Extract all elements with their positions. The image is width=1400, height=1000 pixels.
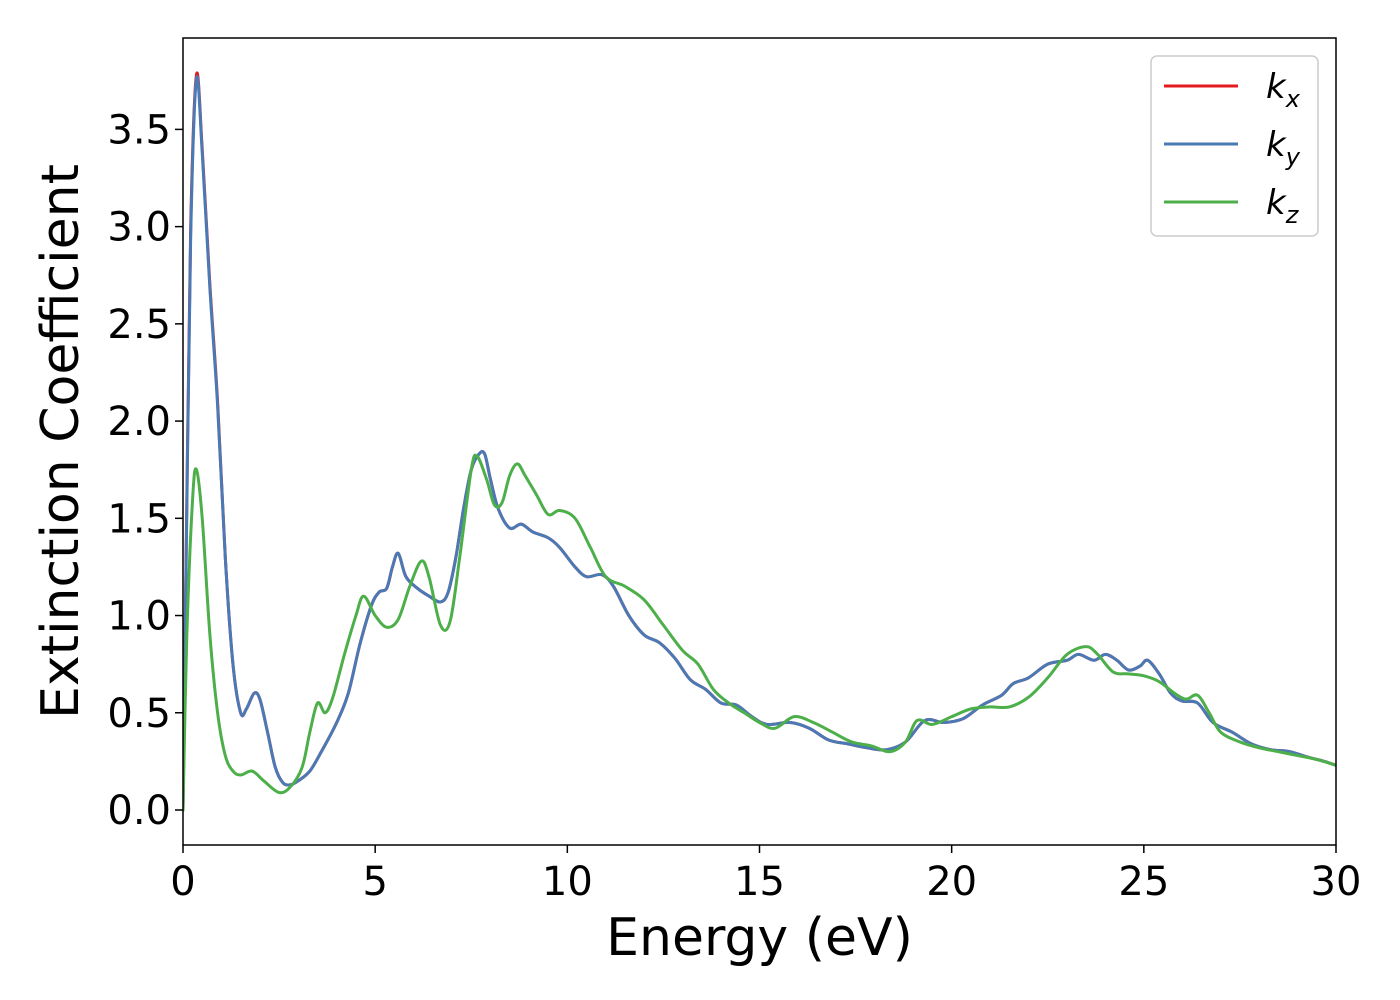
y-tick-label: 3.0 (107, 205, 171, 251)
y-tick-label: 0.0 (107, 788, 171, 834)
legend-label-z: kz (1266, 183, 1300, 229)
x-tick-label: 30 (1311, 859, 1362, 905)
y-tick-label: 1.0 (107, 594, 171, 640)
y-tick-label: 3.5 (107, 107, 171, 153)
y-tick-label: 2.5 (107, 302, 171, 348)
legend-label-x: kx (1266, 67, 1301, 113)
y-tick-label: 0.5 (107, 691, 171, 737)
y-tick-label: 2.0 (107, 399, 171, 445)
x-tick-label: 15 (734, 859, 785, 905)
x-tick-label: 20 (926, 859, 977, 905)
series-line-z (183, 453, 1336, 812)
legend: kx ky kz (1150, 55, 1319, 237)
x-tick-label: 5 (362, 859, 387, 905)
x-tick-label: 0 (170, 859, 195, 905)
legend-label-y: ky (1266, 125, 1301, 171)
legend-box (1150, 55, 1319, 237)
y-axis-label: Extinction Coefficient (31, 164, 91, 719)
series-line-y (183, 75, 1336, 812)
x-axis-ticks: 0 5 10 15 20 25 30 (170, 845, 1361, 905)
x-tick-label: 10 (542, 859, 593, 905)
y-axis-ticks: 0.0 0.5 1.0 1.5 2.0 2.5 3.0 3.5 (107, 107, 183, 834)
x-tick-label: 25 (1118, 859, 1169, 905)
y-tick-label: 1.5 (107, 496, 171, 542)
series-layer (183, 71, 1336, 812)
x-axis-label: Energy (eV) (606, 908, 913, 968)
